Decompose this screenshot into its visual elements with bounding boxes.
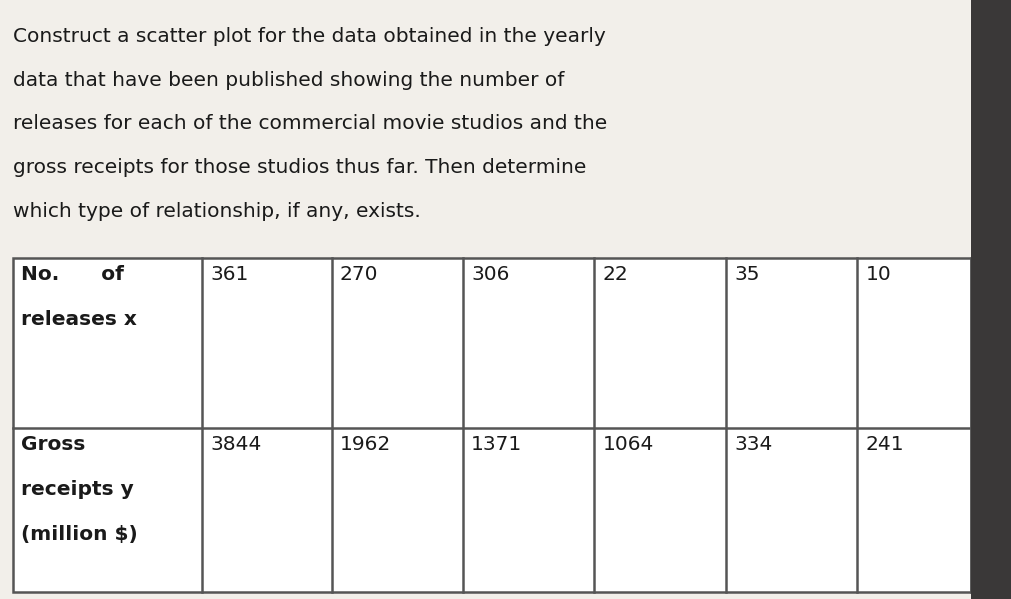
Bar: [971, 0, 1011, 599]
Text: releases for each of the commercial movie studios and the: releases for each of the commercial movi…: [13, 114, 608, 134]
Text: 3844: 3844: [210, 435, 262, 455]
Text: Gross: Gross: [21, 435, 86, 455]
Text: No.      of: No. of: [21, 265, 124, 284]
Bar: [13, 258, 971, 592]
Text: 241: 241: [865, 435, 904, 455]
Text: 334: 334: [734, 435, 772, 455]
Text: 22: 22: [603, 265, 628, 284]
Text: 1962: 1962: [340, 435, 391, 455]
Text: receipts y: receipts y: [21, 480, 134, 500]
Text: 35: 35: [734, 265, 759, 284]
Text: 1371: 1371: [471, 435, 523, 455]
Text: Construct a scatter plot for the data obtained in the yearly: Construct a scatter plot for the data ob…: [13, 27, 606, 46]
Text: which type of relationship, if any, exists.: which type of relationship, if any, exis…: [13, 202, 421, 221]
Text: 10: 10: [865, 265, 891, 284]
Text: 361: 361: [210, 265, 249, 284]
Text: (million $): (million $): [21, 525, 137, 544]
Text: releases x: releases x: [21, 310, 137, 329]
Text: 306: 306: [471, 265, 510, 284]
Text: 270: 270: [340, 265, 378, 284]
Text: 1064: 1064: [603, 435, 654, 455]
Text: data that have been published showing the number of: data that have been published showing th…: [13, 71, 564, 90]
Text: gross receipts for those studios thus far. Then determine: gross receipts for those studios thus fa…: [13, 158, 586, 177]
